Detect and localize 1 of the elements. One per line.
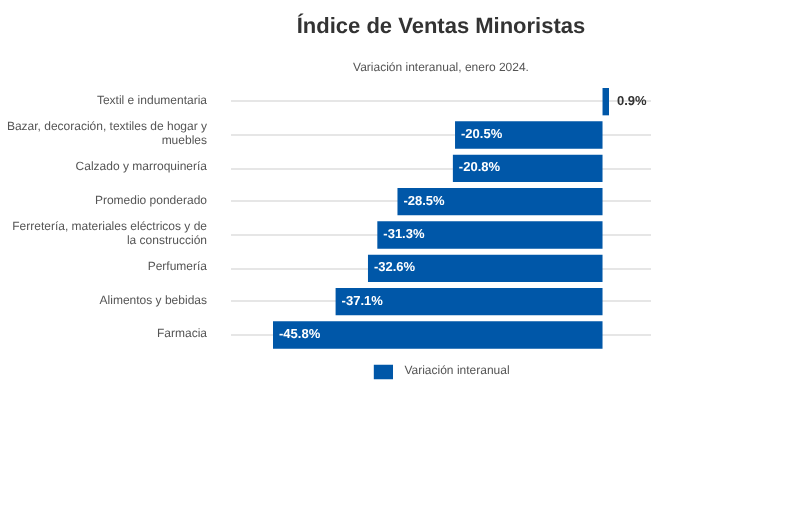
chart-title: Índice de Ventas Minoristas xyxy=(296,13,586,39)
